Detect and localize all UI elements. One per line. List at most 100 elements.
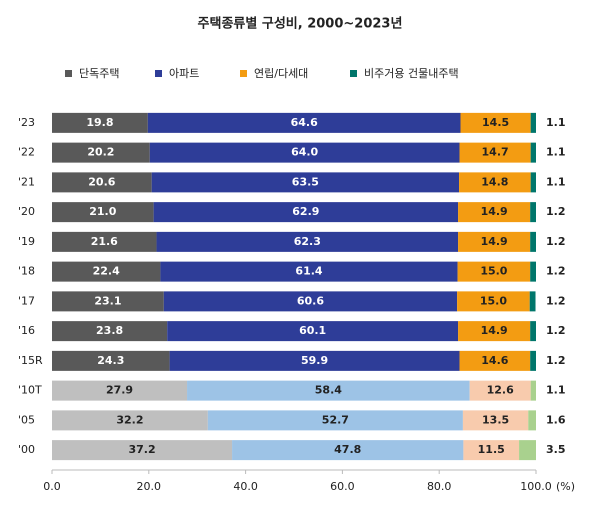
value-label: 1.1 xyxy=(546,175,566,188)
y-tick-label: '23 xyxy=(18,116,35,129)
x-tick-label: 40.0 xyxy=(233,480,258,493)
y-tick-label: '17 xyxy=(18,294,35,307)
value-label: 3.5 xyxy=(546,443,566,456)
value-label: 21.0 xyxy=(89,205,116,218)
value-label: 1.2 xyxy=(546,235,566,248)
bar-segment xyxy=(52,350,170,371)
value-label: 62.9 xyxy=(292,205,319,218)
chart-title: 주택종류별 구성비, 2000~2023년 xyxy=(198,16,403,32)
legend-swatch xyxy=(240,70,247,77)
bar-segment xyxy=(519,440,536,461)
bar-segment xyxy=(529,291,536,312)
value-label: 1.2 xyxy=(546,205,566,218)
bar-segment xyxy=(458,231,531,252)
value-label: 21.6 xyxy=(91,235,118,248)
x-tick-label: 20.0 xyxy=(137,480,162,493)
value-label: 1.2 xyxy=(546,324,566,337)
value-label: 37.2 xyxy=(128,443,155,456)
bar-segment xyxy=(530,172,536,193)
bar-segment xyxy=(52,440,233,461)
value-label: 47.8 xyxy=(334,443,361,456)
value-label: 19.8 xyxy=(86,116,113,129)
y-tick-label: '21 xyxy=(18,175,35,188)
bar-segment xyxy=(187,380,470,401)
bar-segment xyxy=(530,112,536,133)
bar-segment xyxy=(463,440,520,461)
bar-segment xyxy=(232,440,464,461)
y-tick-label: '00 xyxy=(18,443,35,456)
value-label: 14.9 xyxy=(481,324,508,337)
bar-segment xyxy=(530,231,536,252)
value-label: 60.1 xyxy=(299,324,326,337)
value-label: 1.2 xyxy=(546,265,566,278)
x-unit: (%) xyxy=(556,480,575,493)
legend-label: 연립/다세대 xyxy=(254,67,308,80)
bar-segment xyxy=(457,261,531,282)
bar-segment xyxy=(528,410,536,431)
bar-segment xyxy=(469,380,531,401)
x-tick-label: 100.0 xyxy=(520,480,552,493)
y-tick-label: '19 xyxy=(18,235,35,248)
bar-segment xyxy=(530,261,536,282)
y-tick-label: '18 xyxy=(18,265,35,278)
bar-segment xyxy=(462,410,529,431)
value-label: 62.3 xyxy=(294,235,321,248)
value-label: 20.6 xyxy=(88,175,115,188)
value-label: 13.5 xyxy=(482,413,509,426)
bar-segment xyxy=(169,350,460,371)
bar-segment xyxy=(459,350,531,371)
bar-segment xyxy=(460,112,531,133)
bar-segment xyxy=(459,142,531,163)
x-tick-label: 60.0 xyxy=(330,480,355,493)
legend-label: 아파트 xyxy=(169,67,199,80)
y-tick-label: '05 xyxy=(18,413,35,426)
value-label: 24.3 xyxy=(97,354,124,367)
legend-swatch xyxy=(155,70,162,77)
bar-segment xyxy=(52,410,208,431)
y-tick-label: '10T xyxy=(18,384,42,397)
bar-segment xyxy=(52,291,164,312)
bar-segment xyxy=(52,142,150,163)
x-tick-label: 0.0 xyxy=(43,480,61,493)
legend-label: 비주거용 건물내주택 xyxy=(364,67,459,80)
value-label: 22.4 xyxy=(93,265,120,278)
value-label: 23.1 xyxy=(94,294,121,307)
value-label: 61.4 xyxy=(295,265,322,278)
bar-segment xyxy=(52,321,168,342)
value-label: 14.7 xyxy=(482,146,509,159)
value-label: 60.6 xyxy=(297,294,324,307)
bar-segment xyxy=(163,291,458,312)
value-label: 15.0 xyxy=(480,294,507,307)
value-label: 1.1 xyxy=(546,116,566,129)
value-label: 59.9 xyxy=(301,354,328,367)
bar-segment xyxy=(458,202,531,223)
bar-segment xyxy=(530,380,536,401)
bar-segment xyxy=(156,231,459,252)
bar-segment xyxy=(153,202,459,223)
bar-segment xyxy=(530,321,536,342)
y-tick-label: '20 xyxy=(18,205,35,218)
value-label: 11.5 xyxy=(478,443,505,456)
legend-label: 단독주택 xyxy=(79,67,119,80)
value-label: 63.5 xyxy=(292,175,319,188)
x-tick-label: 80.0 xyxy=(427,480,452,493)
bar-segment xyxy=(52,231,157,252)
value-label: 58.4 xyxy=(315,384,342,397)
value-label: 1.2 xyxy=(546,294,566,307)
value-label: 1.2 xyxy=(546,354,566,367)
value-label: 23.8 xyxy=(96,324,123,337)
value-label: 12.6 xyxy=(487,384,514,397)
value-label: 27.9 xyxy=(106,384,133,397)
value-label: 20.2 xyxy=(87,146,114,159)
value-label: 14.9 xyxy=(481,235,508,248)
bar-segment xyxy=(52,172,152,193)
bar-segment xyxy=(52,261,161,282)
bar-segment xyxy=(530,350,536,371)
bar-segment xyxy=(160,261,458,282)
value-label: 64.0 xyxy=(291,146,318,159)
bar-segment xyxy=(167,321,459,342)
legend-swatch xyxy=(65,70,72,77)
bar-segment xyxy=(207,410,463,431)
y-tick-label: '16 xyxy=(18,324,35,337)
